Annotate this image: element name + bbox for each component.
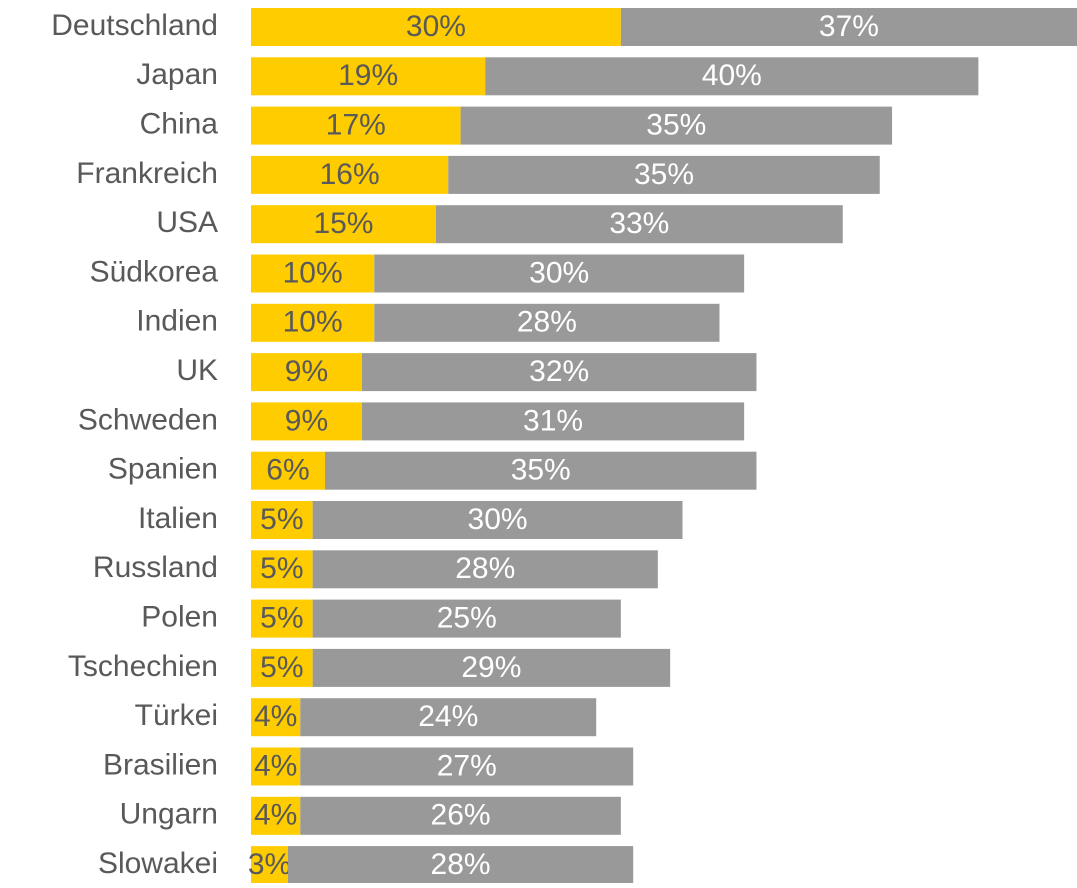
value-label: 25%: [437, 602, 497, 635]
bar-segment: [251, 451, 325, 490]
value-label: 5%: [260, 503, 303, 536]
category-label: Ungarn: [120, 798, 218, 831]
bar-segment: [251, 254, 375, 293]
bar-segment: [251, 205, 436, 244]
bar-segment: [251, 846, 288, 885]
value-label: 4%: [254, 749, 297, 782]
category-label: Brasilien: [103, 748, 218, 781]
bar-segment: [300, 698, 597, 737]
category-label: Spanien: [108, 453, 218, 486]
value-label: 28%: [431, 848, 491, 881]
category-label: Polen: [141, 601, 218, 634]
value-label: 4%: [254, 799, 297, 832]
value-label: 5%: [260, 552, 303, 585]
value-label: 10%: [283, 256, 343, 289]
bar-segment: [251, 106, 461, 145]
value-label: 31%: [523, 404, 583, 437]
category-label: Russland: [93, 551, 218, 584]
value-label: 26%: [431, 799, 491, 832]
bar-segment: [620, 8, 1077, 46]
bar-segment: [435, 205, 843, 244]
value-label: 40%: [702, 59, 762, 92]
bar-segment: [251, 747, 301, 786]
bar-segment: [374, 303, 720, 342]
value-label: 32%: [529, 355, 589, 388]
value-label: 30%: [468, 503, 528, 536]
value-label: 16%: [320, 158, 380, 191]
category-label: UK: [176, 354, 218, 387]
bar-segment: [361, 402, 745, 441]
bar-segment: [287, 846, 634, 885]
category-label: Indien: [136, 305, 218, 338]
bar-segment: [251, 57, 486, 96]
category-label: Frankreich: [76, 157, 218, 190]
value-label: 37%: [819, 10, 879, 43]
value-label: 35%: [511, 454, 571, 487]
bar-segment: [251, 353, 362, 392]
category-label: Tschechien: [68, 650, 218, 683]
value-label: 35%: [646, 109, 706, 142]
value-label: 27%: [437, 749, 497, 782]
category-label: Deutschland: [51, 9, 218, 42]
value-label: 3%: [248, 848, 291, 881]
value-label: 5%: [260, 602, 303, 635]
value-label: 24%: [418, 700, 478, 733]
category-label: USA: [156, 206, 218, 239]
bar-segment: [312, 550, 658, 589]
bar-segment: [312, 599, 621, 638]
bar-segment: [251, 303, 375, 342]
value-label: 9%: [285, 404, 328, 437]
bar-segment: [300, 796, 621, 835]
value-label: 29%: [461, 651, 521, 684]
bar-segment: [251, 648, 313, 687]
bar-segment: [448, 155, 880, 194]
value-label: 15%: [313, 207, 373, 240]
bar-segment: [374, 254, 745, 293]
category-label: Schweden: [78, 403, 218, 436]
bar-segment: [300, 747, 634, 786]
value-label: 35%: [634, 158, 694, 191]
value-label: 28%: [455, 552, 515, 585]
value-label: 19%: [338, 59, 398, 92]
category-label: Japan: [136, 58, 218, 91]
value-label: 30%: [406, 10, 466, 43]
bar-segment: [460, 106, 893, 145]
bar-segment: [312, 501, 683, 539]
category-label: Slowakei: [98, 847, 218, 880]
bar-segment: [251, 550, 313, 589]
value-label: 6%: [266, 454, 309, 487]
value-label: 10%: [283, 306, 343, 339]
value-label: 17%: [326, 109, 386, 142]
category-label: China: [140, 108, 219, 141]
bar-segment: [251, 501, 313, 539]
bar-segment: [251, 796, 301, 835]
bar-segment: [312, 648, 671, 687]
bar-segment: [251, 599, 313, 638]
bar-segment: [485, 57, 979, 96]
bar-segment: [251, 402, 362, 441]
bar-segment: [361, 353, 757, 392]
value-label: 4%: [254, 700, 297, 733]
bar-segment: [251, 8, 621, 46]
category-label: Südkorea: [90, 255, 219, 288]
bar-segment: [251, 155, 449, 194]
value-label: 9%: [285, 355, 328, 388]
category-label: Italien: [138, 502, 218, 535]
value-label: 33%: [609, 207, 669, 240]
category-label: Türkei: [135, 699, 218, 732]
bar-segment: [324, 451, 757, 490]
value-label: 5%: [260, 651, 303, 684]
value-label: 28%: [517, 306, 577, 339]
bar-segment: [251, 698, 301, 737]
value-label: 30%: [529, 256, 589, 289]
